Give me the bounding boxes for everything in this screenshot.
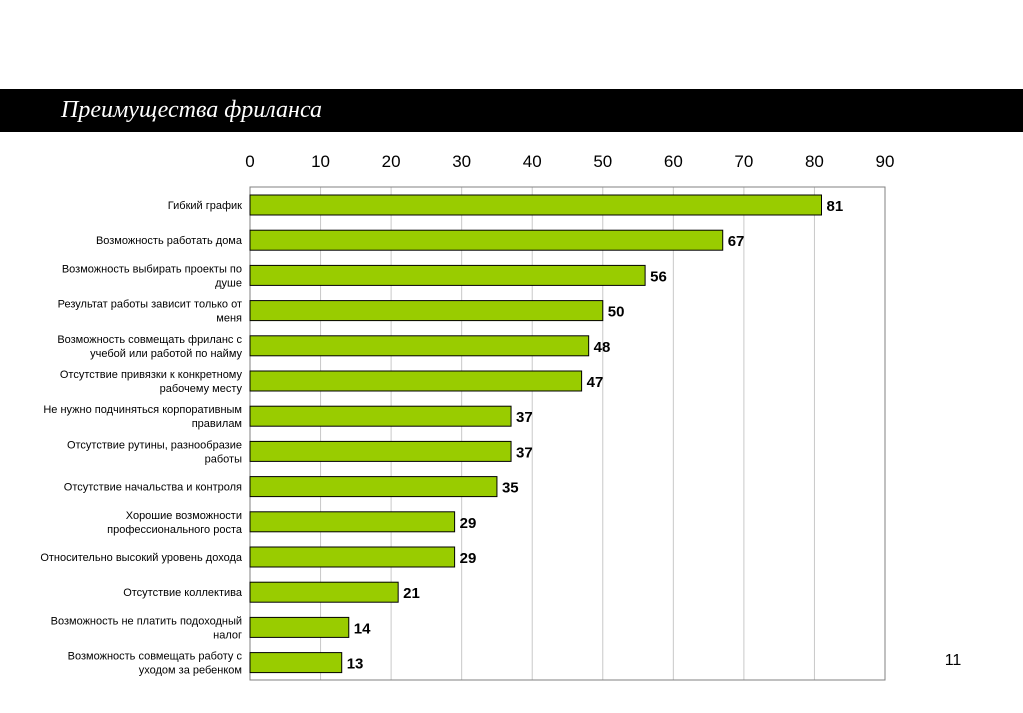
category-label: Возможность работать дома xyxy=(96,235,243,247)
data-label: 37 xyxy=(516,409,533,426)
bar xyxy=(249,335,590,357)
category-label-line: Гибкий график xyxy=(168,200,242,212)
category-label: Отсутствие начальства и контроля xyxy=(64,482,242,494)
bar xyxy=(249,370,583,392)
category-label-line: рабочему месту xyxy=(160,383,243,395)
data-label: 81 xyxy=(827,198,844,215)
bar xyxy=(249,476,498,498)
category-label-line: Возможность не платить подоходный xyxy=(51,615,242,627)
category-label-line: уходом за ребенком xyxy=(139,665,242,677)
bar xyxy=(249,229,724,251)
bar xyxy=(249,511,456,533)
x-tick-label: 50 xyxy=(593,152,612,171)
data-label: 29 xyxy=(460,550,477,567)
category-label: Отсутствие рутины, разнообразие работы xyxy=(67,439,242,465)
category-label: Возможность не платить подоходный налог xyxy=(51,615,242,641)
category-label-line: Возможность совмещать фриланс с xyxy=(57,334,242,346)
category-label-line: Не нужно подчиняться корпоративным xyxy=(43,404,242,416)
bar xyxy=(249,194,822,216)
data-label: 56 xyxy=(650,268,667,285)
category-label-line: Результат работы зависит только от xyxy=(58,299,242,311)
slide-title: Преимущества фриланса xyxy=(61,97,322,123)
category-label-line: работы xyxy=(205,453,242,465)
x-tick-label: 0 xyxy=(245,152,254,171)
data-label: 14 xyxy=(354,620,371,637)
category-label-line: учебой или работой по найму xyxy=(90,348,242,360)
data-label: 35 xyxy=(502,480,519,497)
title-bar: Преимущества фриланса xyxy=(0,89,1023,132)
bar xyxy=(249,581,399,603)
category-label: Гибкий график xyxy=(168,200,242,212)
x-tick-label: 80 xyxy=(805,152,824,171)
category-label: Отсутствие привязки к конкретному рабочем… xyxy=(60,369,243,395)
bar xyxy=(249,546,456,568)
bar xyxy=(249,440,512,462)
bar xyxy=(249,652,343,674)
category-label: Относительно высокий уровень дохода xyxy=(40,552,243,564)
x-tick-label: 70 xyxy=(734,152,753,171)
x-tick-label: 90 xyxy=(876,152,895,171)
bar xyxy=(249,300,604,322)
category-label-line: профессионального роста xyxy=(107,524,243,536)
bar xyxy=(249,616,350,638)
data-label: 50 xyxy=(608,304,625,321)
category-label-line: меня xyxy=(216,313,242,325)
data-label: 47 xyxy=(587,374,604,391)
category-label: Возможность совмещать работу с уходом за … xyxy=(68,651,243,677)
x-tick-label: 30 xyxy=(452,152,471,171)
bar xyxy=(249,405,512,427)
category-label: Результат работы зависит только от меня xyxy=(58,299,242,325)
plot-frame xyxy=(249,186,886,681)
category-label: Не нужно подчиняться корпоративным правил… xyxy=(43,404,242,430)
category-label-line: Относительно высокий уровень дохода xyxy=(40,552,243,564)
bar xyxy=(249,264,646,286)
data-label: 21 xyxy=(403,585,420,602)
data-label: 37 xyxy=(516,444,533,461)
category-label-line: Отсутствие начальства и контроля xyxy=(64,482,242,494)
category-label-line: Отсутствие рутины, разнообразие xyxy=(67,439,242,451)
category-label-line: Хорошие возможности xyxy=(126,510,242,522)
category-label-line: Возможность совмещать работу с xyxy=(68,651,243,663)
category-label-line: душе xyxy=(215,277,242,289)
category-label: Возможность совмещать фриланс с учебой ил… xyxy=(57,334,242,360)
x-tick-label: 60 xyxy=(664,152,683,171)
data-label: 29 xyxy=(460,515,477,532)
category-label: Отсутствие коллектива xyxy=(123,587,243,599)
category-label: Возможность выбирать проекты по душе xyxy=(62,263,242,289)
category-label-line: Отсутствие привязки к конкретному xyxy=(60,369,243,381)
x-tick-label: 40 xyxy=(523,152,542,171)
page-number: 11 xyxy=(944,652,962,669)
category-label-line: правилам xyxy=(192,418,242,430)
category-label-line: налог xyxy=(213,629,242,641)
category-label-line: Отсутствие коллектива xyxy=(123,587,243,599)
x-tick-label: 10 xyxy=(311,152,330,171)
data-label: 48 xyxy=(594,339,611,356)
category-label-line: Возможность выбирать проекты по xyxy=(62,263,242,275)
x-tick-label: 20 xyxy=(382,152,401,171)
data-label: 67 xyxy=(728,233,745,250)
data-label: 13 xyxy=(347,656,364,673)
category-label: Хорошие возможности профессионального рос… xyxy=(107,510,243,536)
category-label-line: Возможность работать дома xyxy=(96,235,243,247)
